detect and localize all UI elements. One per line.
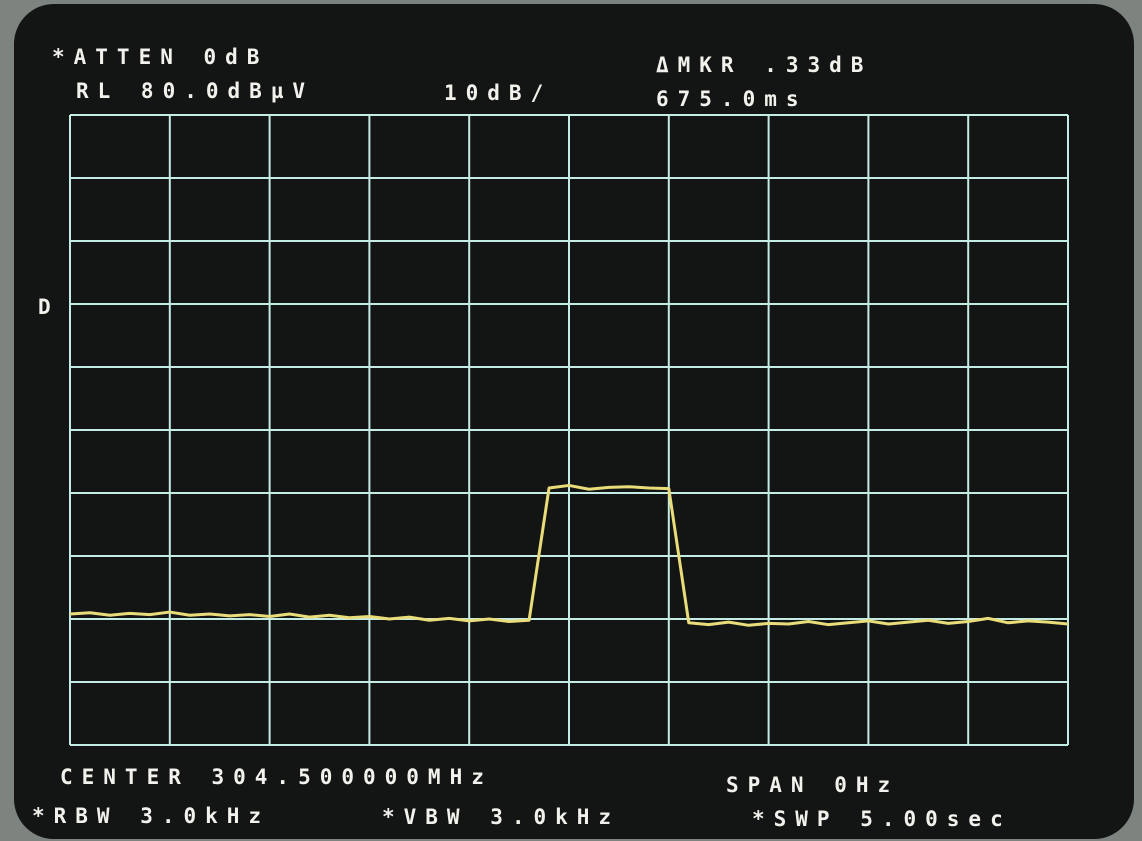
rbw-label: *RBW 3.0kHz (32, 804, 270, 828)
atten-label: *ATTEN 0dB (52, 45, 268, 69)
page: *ATTEN 0dB RL 80.0dBµV 10dB/ ΔMKR .33dB … (0, 0, 1142, 841)
vbw-label: *VBW 3.0kHz (382, 805, 620, 829)
scale-label: 10dB/ (444, 81, 552, 105)
span-label: SPAN 0Hz (726, 773, 899, 797)
marker-time: 675.0ms (656, 87, 808, 111)
ref-level: RL 80.0dBµV (76, 79, 314, 103)
center-freq: CENTER 304.500000MHz (60, 765, 493, 789)
detector-label: D (38, 295, 60, 319)
sweep-label: *SWP 5.00sec (752, 807, 1012, 831)
screen-photo: *ATTEN 0dB RL 80.0dBµV 10dB/ ΔMKR .33dB … (0, 0, 1142, 841)
crt-screen (14, 4, 1134, 839)
marker-delta: ΔMKR .33dB (656, 53, 872, 77)
